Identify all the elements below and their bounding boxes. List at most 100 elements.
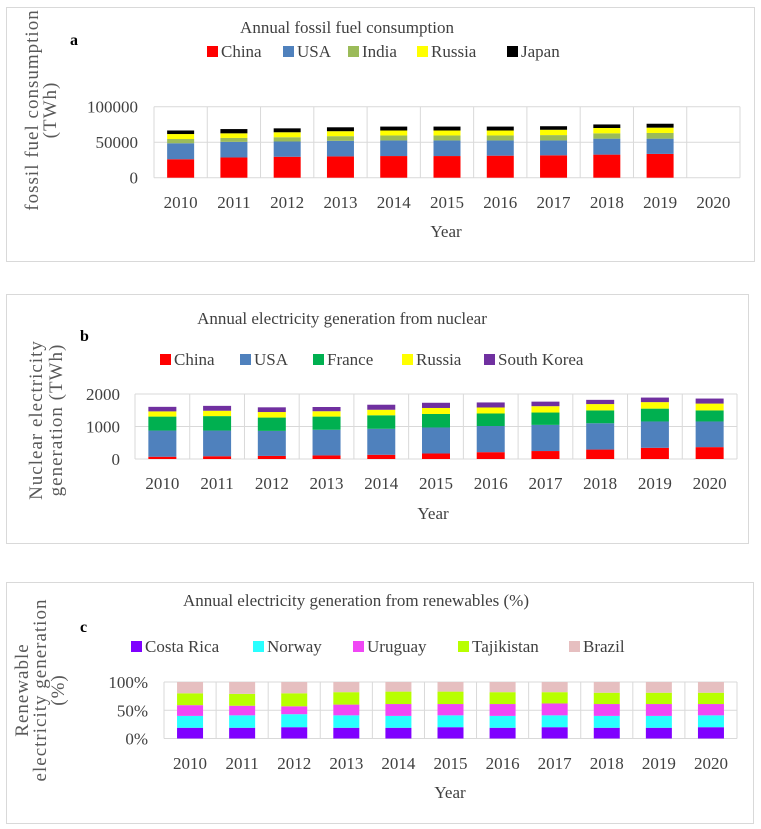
bar-segment-costa-rica-2013	[333, 727, 360, 739]
bar-segment-russia-2011	[220, 133, 248, 138]
bar-segment-japan-2014	[380, 126, 408, 131]
y-axis-label-b: Nuclear electricity generation (TWh)	[26, 340, 67, 500]
y-tick-label: 50%	[117, 701, 148, 720]
chart-title-a: Annual fossil fuel consumption	[240, 18, 454, 37]
x-tick-label: 2019	[642, 754, 676, 773]
bar-segment-norway-2020	[697, 715, 724, 728]
y-axis-label-line: fossil fuel consumption	[22, 9, 43, 210]
bar-segment-france-2017	[531, 412, 560, 425]
x-tick-label: 2018	[590, 754, 624, 773]
bar-segment-tajikistan-2014	[385, 691, 412, 705]
x-tick-label: 2012	[277, 754, 311, 773]
x-tick-label: 2014	[377, 193, 412, 212]
bar-segment-russia-2011	[203, 410, 232, 417]
bars-b	[148, 397, 724, 459]
legend-swatch-japan	[507, 46, 518, 57]
bar-segment-usa-2010	[148, 430, 177, 457]
bar-segment-south-korea-2013	[312, 407, 341, 412]
x-ticks-a: 2010 2011 2012 2013 2014 2015 2016 2017 2018 2019…	[164, 193, 731, 212]
x-tick-label: 2016	[474, 474, 508, 493]
bar-segment-norway-2011	[229, 715, 256, 728]
legend-label: India	[362, 42, 397, 61]
bar-segment-china-2014	[380, 156, 408, 178]
bar-segment-usa-2011	[220, 141, 248, 158]
bar-segment-brazil-2013	[333, 682, 360, 693]
y-tick-label: 100000	[87, 98, 138, 117]
bar-segment-costa-rica-2018	[593, 727, 620, 739]
bar-segment-costa-rica-2015	[437, 727, 464, 739]
y-axis-label-line: electricity generation	[30, 599, 51, 782]
y-tick-label: 0	[112, 450, 121, 469]
bar-segment-south-korea-2017	[531, 401, 560, 407]
legend-label: Tajikistan	[472, 637, 539, 656]
bar-segment-tajikistan-2013	[333, 692, 360, 705]
bar-segment-usa-2019	[640, 421, 669, 448]
bar-segment-tajikistan-2015	[437, 691, 464, 705]
bar-segment-brazil-2011	[229, 682, 256, 694]
legend-label: China	[221, 42, 262, 61]
bar-segment-china-2010	[148, 456, 177, 459]
bar-segment-costa-rica-2011	[229, 727, 256, 739]
bar-segment-norway-2018	[593, 715, 620, 728]
y-axis-label-line: Renewable	[12, 643, 33, 736]
bar-segment-france-2014	[367, 415, 396, 429]
bar-segment-tajikistan-2012	[281, 693, 308, 707]
panel-label-b: b	[80, 328, 89, 345]
bar-segment-brazil-2020	[697, 682, 724, 693]
bar-segment-usa-2016	[476, 426, 505, 453]
bar-segment-tajikistan-2011	[229, 693, 256, 706]
bar-segment-france-2011	[203, 416, 232, 431]
bar-segment-china-2016	[486, 155, 514, 178]
x-tick-label: 2017	[528, 474, 563, 493]
legend-swatch-china	[207, 46, 218, 57]
x-tick-label: 2015	[430, 193, 464, 212]
bar-segment-japan-2018	[593, 124, 621, 128]
bar-segment-japan-2012	[273, 128, 301, 133]
legend-swatch-south-korea	[484, 354, 495, 365]
x-tick-label: 2014	[381, 754, 416, 773]
bar-segment-tajikistan-2016	[489, 692, 516, 705]
legend-swatch-russia	[402, 354, 413, 365]
bar-segment-usa-2017	[531, 424, 560, 452]
bar-segment-costa-rica-2012	[281, 727, 308, 739]
bar-segment-india-2017	[540, 135, 568, 141]
x-ticks-b: 2010 2011 2012 2013 2014 2015 2016 2017 2018 2019…	[145, 474, 726, 493]
bar-segment-brazil-2016	[489, 682, 516, 693]
bar-segment-france-2013	[312, 416, 341, 430]
bar-segment-south-korea-2015	[422, 402, 450, 408]
bar-segment-tajikistan-2019	[645, 692, 672, 705]
bar-segment-uruguay-2011	[229, 705, 256, 716]
bar-segment-costa-rica-2017	[541, 727, 568, 739]
bar-segment-india-2014	[380, 135, 408, 141]
legend-swatch-brazil	[569, 641, 580, 652]
x-tick-label: 2014	[364, 474, 399, 493]
bar-segment-south-korea-2019	[640, 397, 669, 403]
chart-renewables: c Annual electricity generation from ren…	[12, 591, 738, 802]
bar-segment-usa-2013	[312, 429, 341, 456]
bar-segment-russia-2019	[646, 127, 674, 133]
bar-segment-france-2010	[148, 416, 177, 431]
legend-label: China	[174, 350, 215, 369]
legend-label: Russia	[416, 350, 462, 369]
bar-segment-norway-2012	[281, 714, 308, 728]
bar-segment-uruguay-2015	[437, 704, 464, 716]
bar-segment-uruguay-2014	[385, 704, 412, 716]
legend-label: Uruguay	[367, 637, 427, 656]
legend-label: USA	[254, 350, 289, 369]
y-ticks-c: 0% 50% 100%	[108, 673, 148, 749]
bar-segment-japan-2013	[326, 127, 354, 132]
bar-segment-russia-2019	[640, 402, 669, 409]
bar-segment-usa-2014	[367, 428, 396, 455]
bar-segment-japan-2016	[486, 126, 514, 131]
legend-swatch-usa	[283, 46, 294, 57]
bar-segment-norway-2010	[177, 715, 204, 728]
legend-label: France	[327, 350, 373, 369]
bar-segment-russia-2010	[148, 411, 177, 417]
bar-segment-norway-2013	[333, 715, 360, 728]
legend-swatch-usa	[240, 354, 251, 365]
bar-segment-china-2013	[326, 156, 354, 178]
bar-segment-russia-2010	[167, 134, 195, 140]
x-tick-label: 2010	[145, 474, 179, 493]
bar-segment-japan-2015	[433, 126, 461, 131]
bar-segment-china-2014	[367, 454, 396, 459]
